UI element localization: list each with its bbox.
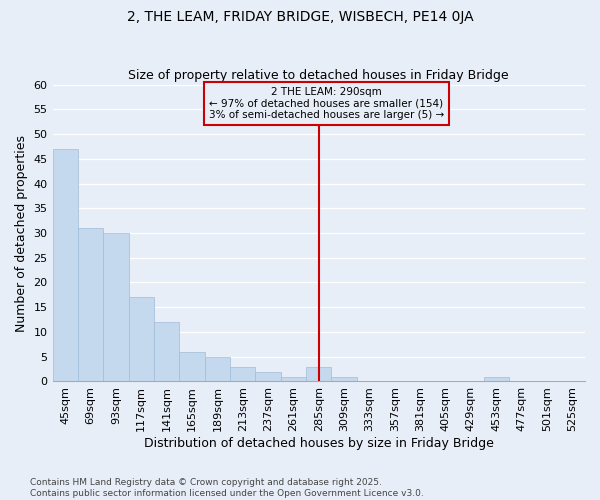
Y-axis label: Number of detached properties: Number of detached properties bbox=[15, 134, 28, 332]
Bar bbox=[484, 376, 509, 382]
Text: 2 THE LEAM: 290sqm
← 97% of detached houses are smaller (154)
3% of semi-detache: 2 THE LEAM: 290sqm ← 97% of detached hou… bbox=[209, 87, 444, 120]
Bar bbox=[281, 376, 306, 382]
Text: 2, THE LEAM, FRIDAY BRIDGE, WISBECH, PE14 0JA: 2, THE LEAM, FRIDAY BRIDGE, WISBECH, PE1… bbox=[127, 10, 473, 24]
Text: Contains HM Land Registry data © Crown copyright and database right 2025.
Contai: Contains HM Land Registry data © Crown c… bbox=[30, 478, 424, 498]
Title: Size of property relative to detached houses in Friday Bridge: Size of property relative to detached ho… bbox=[128, 69, 509, 82]
Bar bbox=[331, 376, 357, 382]
Bar bbox=[256, 372, 281, 382]
Bar bbox=[179, 352, 205, 382]
Bar bbox=[78, 228, 103, 382]
Bar bbox=[306, 366, 331, 382]
Bar bbox=[103, 233, 128, 382]
Bar bbox=[154, 322, 179, 382]
Bar bbox=[128, 298, 154, 382]
X-axis label: Distribution of detached houses by size in Friday Bridge: Distribution of detached houses by size … bbox=[144, 437, 494, 450]
Bar bbox=[230, 366, 256, 382]
Bar bbox=[205, 356, 230, 382]
Bar bbox=[53, 149, 78, 382]
